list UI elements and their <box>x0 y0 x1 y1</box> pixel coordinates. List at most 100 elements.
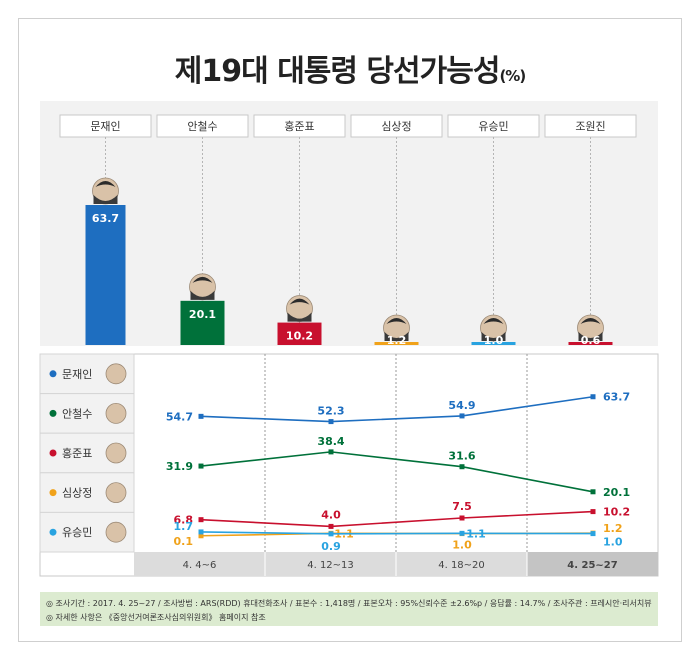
bar <box>471 342 516 345</box>
series-line <box>200 451 594 493</box>
portrait-hair-icon <box>386 318 407 324</box>
series-marker <box>198 463 204 469</box>
series-marker <box>198 517 204 523</box>
series-value-label: 20.1 <box>603 486 630 499</box>
bar-value-label: 10.2 <box>286 330 313 343</box>
portrait-hair-icon <box>95 181 116 187</box>
series-marker <box>459 413 465 419</box>
line-panel-border <box>39 353 659 577</box>
legend-label: 문재인 <box>62 368 92 381</box>
bar-value-label: 0.6 <box>581 334 601 347</box>
series-value-label: 1.2 <box>603 522 623 535</box>
footer-line2: ◎ 자세한 사항은 《중앙선거여론조사심의위원회》 홈페이지 참조 <box>46 612 266 622</box>
portrait-hair-icon <box>192 276 213 283</box>
series-line <box>200 395 594 423</box>
series-value-label: 1.0 <box>603 536 623 549</box>
series-value-label: 1.1 <box>466 527 486 540</box>
legend-dot-icon <box>49 449 57 457</box>
bar <box>180 300 225 345</box>
series-value-label: 52.3 <box>317 405 344 418</box>
portrait-hair-icon <box>483 318 504 324</box>
series-line <box>200 510 594 528</box>
series-value-label: 4.0 <box>321 508 341 521</box>
series-marker <box>459 530 465 536</box>
portrait-suit-icon <box>190 290 215 300</box>
series-marker <box>459 515 465 521</box>
series-marker <box>198 413 204 419</box>
bar-value-label: 1.2 <box>387 334 407 347</box>
bar <box>374 342 419 345</box>
portrait-suit-icon <box>384 332 409 341</box>
series-value-label: 1.0 <box>452 539 472 552</box>
bar-value-label: 63.7 <box>92 212 119 225</box>
chart-title: 제19대 대통령 당선가능성(%) <box>0 46 700 90</box>
legend-dot-icon <box>49 489 57 497</box>
bar-value-label: 1.0 <box>484 334 504 347</box>
bar-category-label: 심상정 <box>381 120 411 133</box>
legend-dot-icon <box>49 528 57 536</box>
series-value-label: 31.6 <box>448 450 475 463</box>
footer-bg <box>40 592 658 626</box>
portrait-suit-icon <box>578 332 603 341</box>
series-value-label: 1.7 <box>174 520 194 533</box>
series-value-label: 63.7 <box>603 391 630 404</box>
series-value-label: 38.4 <box>317 435 344 448</box>
series-value-label: 54.7 <box>166 410 193 423</box>
portrait-hair-icon <box>580 318 601 324</box>
bar <box>277 322 322 345</box>
x-tick-label: 4. 12~13 <box>307 560 354 571</box>
series-value-label: 0.1 <box>174 535 194 548</box>
legend-label: 안철수 <box>62 407 92 420</box>
series-value-label: 10.2 <box>603 506 630 519</box>
series-marker <box>590 531 596 537</box>
portrait-suit-icon <box>93 195 118 204</box>
series-marker <box>590 489 596 495</box>
series-marker <box>590 509 596 515</box>
series-marker <box>328 449 334 455</box>
bar-category-label: 조원진 <box>575 120 605 133</box>
x-tick-label: 4. 18~20 <box>438 560 485 571</box>
legend-portrait-icon <box>105 363 127 385</box>
series-marker <box>198 533 204 539</box>
bars: 63.7 20.1 10.2 1.2 1.0 0.6 <box>85 177 613 347</box>
series-value-label: 54.9 <box>448 399 475 412</box>
bar <box>85 205 126 345</box>
legend-portrait-icon <box>105 442 127 464</box>
series-marker <box>198 529 204 535</box>
bar-category-label: 안철수 <box>187 120 217 133</box>
bar <box>568 342 613 345</box>
series-marker <box>328 419 334 425</box>
title-text: 제19대 대통령 당선가능성 <box>174 54 501 89</box>
x-tick-label: 4. 25~27 <box>567 560 617 571</box>
bar-category-label: 유승민 <box>478 120 508 133</box>
portrait-suit-icon <box>481 332 506 341</box>
series-value-label: 31.9 <box>166 460 193 473</box>
series-marker <box>328 523 334 529</box>
legend-dot-icon <box>49 409 57 417</box>
series-value-label: 0.9 <box>321 540 341 553</box>
series-marker <box>459 464 465 470</box>
series-value-label: 7.5 <box>452 500 472 513</box>
series-marker <box>590 394 596 400</box>
legend-label: 유승민 <box>62 526 92 539</box>
bar-category-label: 문재인 <box>90 120 120 133</box>
portrait-suit-icon <box>287 312 312 322</box>
footer-line1: ◎ 조사기간 : 2017. 4. 25~27 / 조사방법 : ARS(RDD… <box>46 598 652 608</box>
legend-portrait-icon <box>105 521 127 543</box>
legend-label: 심상정 <box>62 487 92 500</box>
legend-portrait-icon <box>105 402 127 424</box>
series-line <box>200 531 594 535</box>
x-tick-label: 4. 4~6 <box>183 560 217 571</box>
series-marker <box>328 531 334 537</box>
title-unit: (%) <box>499 67 526 85</box>
bar-panel-bg <box>40 101 658 346</box>
legend-dot-icon <box>49 370 57 378</box>
series-value-label: 6.8 <box>174 514 194 527</box>
bar-value-label: 20.1 <box>189 308 216 321</box>
x-axis-band-current <box>527 552 658 576</box>
legend-portrait-icon <box>105 482 127 504</box>
bar-category-label: 홍준표 <box>284 119 314 133</box>
portrait-hair-icon <box>289 298 310 305</box>
legend-label: 홍준표 <box>62 446 92 460</box>
